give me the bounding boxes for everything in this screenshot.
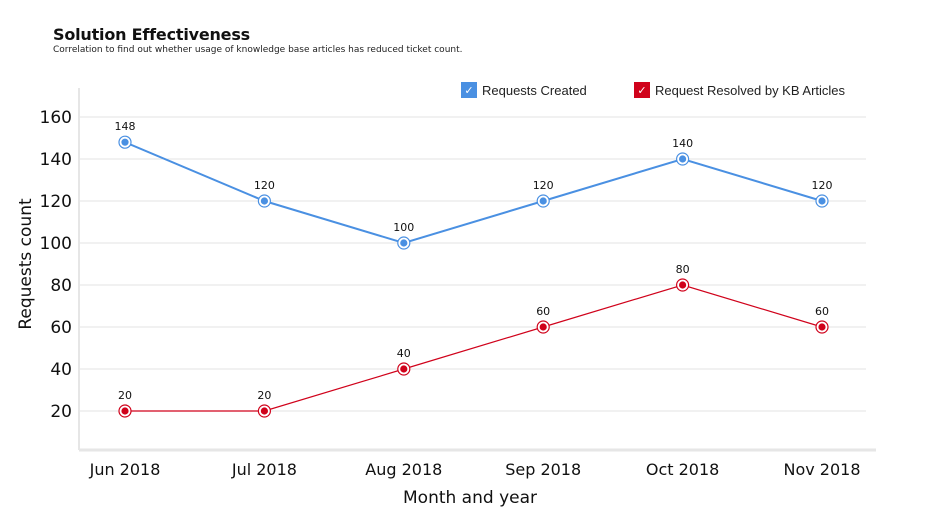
y-tick-label: 140 <box>40 150 72 170</box>
point-dot <box>400 365 408 373</box>
y-tick-label: 120 <box>40 192 72 212</box>
data-point[interactable] <box>397 236 411 250</box>
data-label: 60 <box>815 305 829 318</box>
data-label: 148 <box>115 120 136 133</box>
y-tick-label: 20 <box>50 402 72 422</box>
legend-item-requests-created[interactable]: ✓ Requests Created <box>461 81 587 99</box>
data-point[interactable] <box>675 278 690 292</box>
point-dot <box>260 197 268 205</box>
point-dot <box>539 197 547 205</box>
point-dot <box>400 239 408 247</box>
series-group: 148 120 100 120 140 120 20 20 40 60 80 60 <box>115 120 833 418</box>
y-axis-title: Requests count <box>16 198 36 330</box>
data-point[interactable] <box>536 320 550 334</box>
data-point[interactable] <box>675 152 690 166</box>
point-dot <box>679 281 687 289</box>
data-point[interactable] <box>118 404 132 418</box>
data-point[interactable] <box>815 194 829 208</box>
x-tick-labels: Jun 2018 Jul 2018 Aug 2018 Sep 2018 Oct 2018… <box>89 460 861 479</box>
series-requests-created: 148 120 100 120 140 120 <box>115 120 833 250</box>
data-label: 120 <box>533 179 554 192</box>
check-icon[interactable]: ✓ <box>461 82 477 98</box>
y-tick-label: 60 <box>50 318 72 338</box>
data-label: 100 <box>393 221 414 234</box>
chart-title: Solution Effectiveness <box>53 25 250 44</box>
point-dot <box>121 407 129 415</box>
data-point[interactable] <box>397 362 411 376</box>
chart-subtitle: Correlation to find out whether usage of… <box>53 45 463 55</box>
data-label: 20 <box>118 389 132 402</box>
data-point[interactable] <box>536 194 550 208</box>
point-dot <box>818 197 826 205</box>
data-point[interactable] <box>118 135 132 149</box>
data-label: 20 <box>257 389 271 402</box>
x-tick-label: Jun 2018 <box>89 460 161 479</box>
series-line <box>124 141 823 245</box>
point-dot <box>818 323 826 331</box>
check-icon[interactable]: ✓ <box>634 82 650 98</box>
legend-label: Requests Created <box>482 82 587 98</box>
x-tick-label: Oct 2018 <box>646 460 719 479</box>
point-dot <box>260 407 268 415</box>
data-point[interactable] <box>257 404 271 418</box>
legend-item-request-resolved[interactable]: ✓ Request Resolved by KB Articles <box>634 81 845 99</box>
y-tick-label: 100 <box>40 234 72 254</box>
point-dot <box>121 138 129 146</box>
y-tick-label: 40 <box>50 360 72 380</box>
data-point[interactable] <box>257 194 271 208</box>
data-point[interactable] <box>815 320 829 334</box>
x-tick-label: Sep 2018 <box>505 460 581 479</box>
x-tick-label: Nov 2018 <box>783 460 860 479</box>
y-tick-label: 80 <box>50 276 72 296</box>
y-tick-labels: 20 40 60 80 100 120 140 160 <box>40 108 72 422</box>
point-dot <box>679 155 687 163</box>
data-label: 60 <box>536 305 550 318</box>
series-request-resolved: 20 20 40 60 80 60 <box>118 263 829 418</box>
y-tick-label: 160 <box>40 108 72 128</box>
x-axis-title: Month and year <box>403 488 537 508</box>
data-label: 120 <box>254 179 275 192</box>
data-label: 80 <box>676 263 690 276</box>
series-line <box>125 284 823 412</box>
legend-label: Request Resolved by KB Articles <box>655 82 846 98</box>
gridlines <box>79 116 866 412</box>
data-label: 120 <box>812 179 833 192</box>
data-label: 140 <box>672 137 693 150</box>
point-dot <box>539 323 547 331</box>
x-tick-label: Aug 2018 <box>365 460 442 479</box>
data-label: 40 <box>397 347 411 360</box>
x-tick-label: Jul 2018 <box>231 460 297 479</box>
